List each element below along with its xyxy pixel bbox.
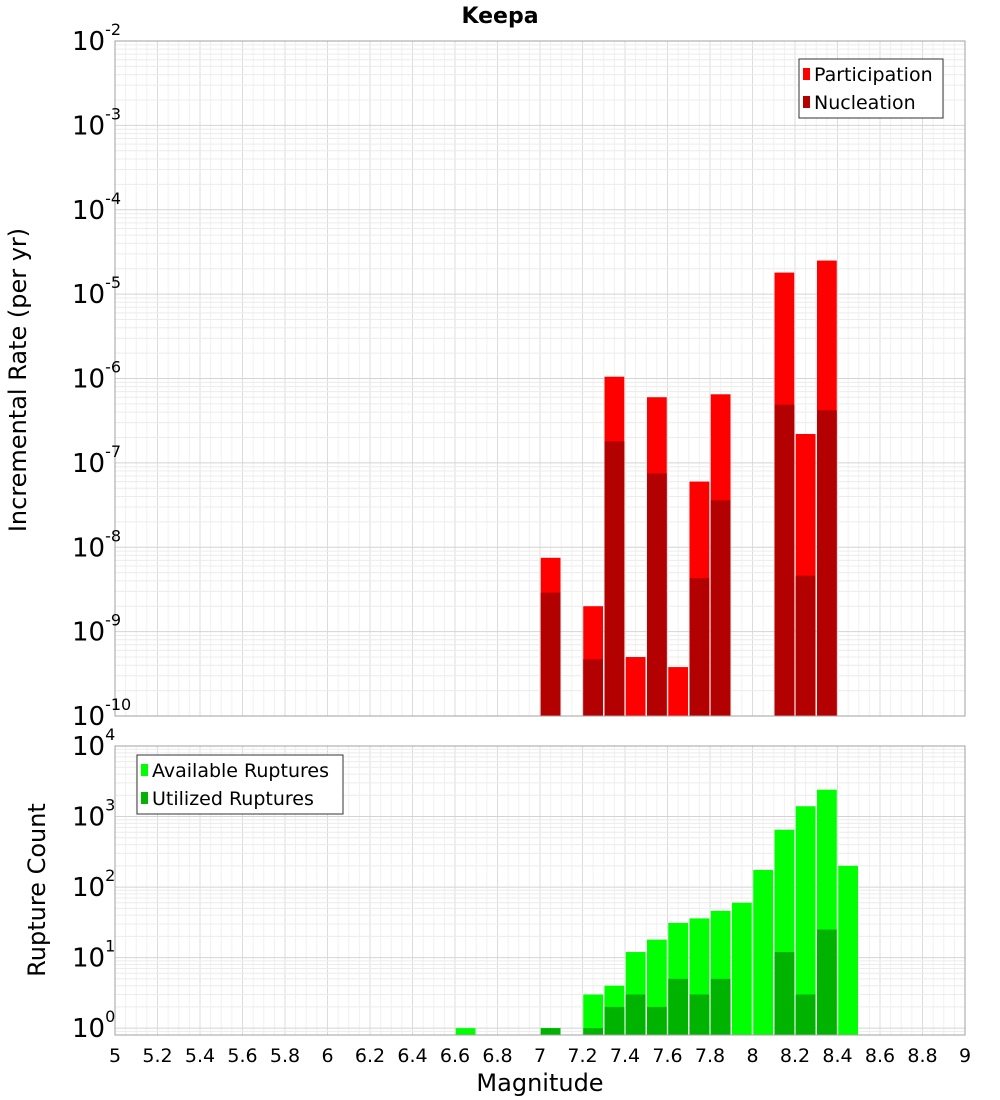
legend-swatch: [141, 764, 148, 776]
x-tick-label: 8.8: [907, 1045, 937, 1067]
x-tick-label: 5.2: [142, 1045, 172, 1067]
y-tick-label: 103: [72, 796, 115, 833]
x-tick-label: 6.6: [440, 1045, 470, 1067]
bar-secondary: [540, 592, 561, 716]
legend-box: [798, 58, 944, 119]
x-axis-label: Magnitude: [476, 1069, 603, 1097]
x-tick-label: 7.2: [567, 1045, 597, 1067]
y-tick-label: 10-4: [72, 189, 121, 226]
x-tick-label: 6: [321, 1045, 333, 1067]
x-tick-label: 7.4: [610, 1045, 640, 1067]
y-tick-label: 102: [72, 866, 115, 903]
x-tick-label: 8: [746, 1045, 758, 1067]
count-y-axis-label: Rupture Count: [23, 803, 51, 977]
bar-secondary: [710, 978, 731, 1035]
x-tick-label: 5.8: [270, 1045, 300, 1067]
plot-border: [114, 40, 966, 717]
rate-y-axis-label: Incremental Rate (per yr): [4, 228, 32, 532]
legend-swatch: [803, 68, 810, 80]
count-panel: 100 101 102 103 104 5 5.2 5.4 5.6 5.8 6 6.2 6.4 6.6 6.…: [72, 725, 971, 1067]
x-tick-label: 6.4: [397, 1045, 427, 1067]
bar-secondary: [816, 929, 837, 1035]
y-tick-label: 10-3: [72, 104, 121, 141]
bar-secondary: [583, 659, 604, 716]
bar-secondary: [625, 994, 646, 1035]
x-tick-label: 8.6: [865, 1045, 895, 1067]
bar-primary: [668, 667, 689, 716]
x-tick-label: 8.4: [822, 1045, 852, 1067]
y-tick-label: 10-6: [72, 358, 121, 395]
y-tick-label: 10-5: [72, 273, 121, 310]
y-tick-label: 10-10: [72, 695, 131, 732]
x-tick-label: 6.2: [355, 1045, 385, 1067]
bar-primary: [795, 806, 816, 1035]
bar-secondary: [795, 575, 816, 716]
bar-secondary: [689, 578, 710, 716]
legend-swatch: [803, 96, 810, 108]
legend-label: Participation: [814, 64, 933, 86]
y-tick-label: 10-7: [72, 442, 121, 479]
y-tick-label: 104: [72, 725, 115, 762]
bar-secondary: [540, 1028, 561, 1035]
bar-primary: [583, 994, 604, 1035]
y-tick-label: 100: [72, 1007, 115, 1044]
x-tick-label: 8.2: [780, 1045, 810, 1067]
chart-title: Keepa: [461, 4, 538, 29]
bar-secondary: [795, 994, 816, 1035]
x-tick-label: 6.8: [482, 1045, 512, 1067]
x-tick-label: 7.8: [695, 1045, 725, 1067]
x-tick-label: 7.6: [652, 1045, 682, 1067]
y-tick-label: 10-8: [72, 526, 121, 563]
legend-swatch: [141, 792, 148, 804]
legend-label: Available Ruptures: [152, 760, 329, 782]
plot-border: [114, 745, 966, 1036]
x-tick-label: 5.6: [227, 1045, 257, 1067]
legend-label: Nucleation: [814, 92, 916, 114]
bar-secondary: [774, 404, 795, 716]
y-tick-label: 10-2: [72, 20, 121, 57]
bar-primary: [625, 657, 646, 716]
x-tick-label: 7: [534, 1045, 546, 1067]
bar-secondary: [646, 473, 667, 716]
x-tick-label: 9: [959, 1045, 971, 1067]
bar-secondary: [816, 410, 837, 716]
y-tick-label: 10-9: [72, 611, 121, 648]
legend-box: [136, 754, 344, 815]
bar-primary: [753, 869, 774, 1035]
bar-secondary: [774, 952, 795, 1035]
x-tick-label: 5: [109, 1045, 121, 1067]
bar-primary: [838, 865, 859, 1035]
bar-secondary: [689, 994, 710, 1035]
bar-secondary: [646, 1006, 667, 1035]
legend-label: Utilized Ruptures: [152, 788, 314, 810]
bar-primary: [731, 902, 752, 1035]
y-tick-label: 101: [72, 937, 115, 974]
rate-panel: 10-10 10-9 10-8 10-7 10-6 10-5 10-4 10-3 10-2 Par…: [72, 20, 966, 732]
bar-secondary: [604, 441, 625, 716]
bar-secondary: [604, 1006, 625, 1035]
bar-secondary: [668, 978, 689, 1035]
bar-primary: [455, 1028, 476, 1035]
x-tick-label: 5.4: [185, 1045, 215, 1067]
bar-secondary: [583, 1028, 604, 1035]
bar-secondary: [710, 500, 731, 716]
